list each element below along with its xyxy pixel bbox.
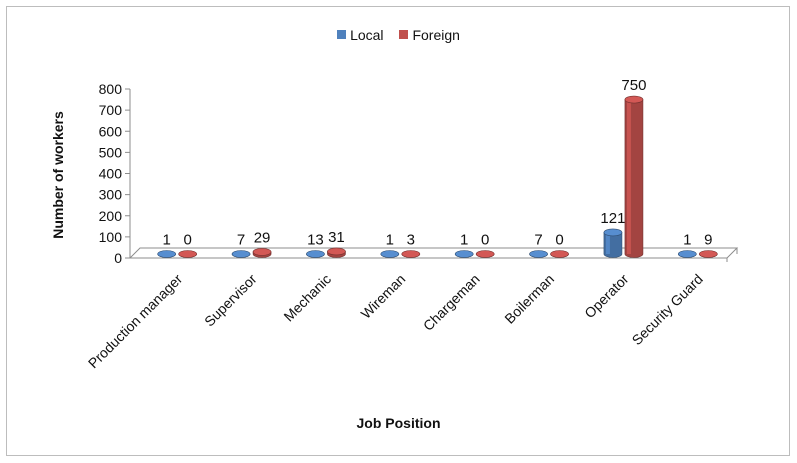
x-tick-label-7: Security Guard (629, 271, 706, 348)
bar-local-0 (157, 250, 176, 258)
bar-foreign-1 (252, 248, 272, 258)
y-tick-label-1: 100 (99, 229, 123, 245)
y-tick-label-8: 800 (99, 81, 123, 97)
bar-foreign-3 (401, 250, 421, 258)
data-label-local-4: 1 (460, 232, 468, 249)
y-tick-label-0: 0 (114, 250, 122, 266)
bar-foreign-2 (327, 247, 346, 258)
data-label-local-5: 7 (534, 232, 542, 249)
data-label-foreign-1: 29 (254, 229, 271, 246)
data-label-local-6: 121 (600, 210, 625, 227)
x-tick-label-5: Boilerman (501, 271, 557, 327)
x-tick-label-2: Mechanic (280, 271, 334, 325)
bar-local-2 (306, 250, 325, 258)
legend-swatch-foreign (399, 30, 409, 39)
data-label-foreign-6: 750 (621, 77, 646, 94)
x-tick-label-3: Wireman (358, 271, 409, 322)
x-tick-label-0: Production manager (85, 271, 186, 372)
legend-item-local: Local (337, 26, 384, 43)
data-label-foreign-5: 0 (555, 232, 563, 249)
data-label-foreign-3: 3 (407, 232, 415, 249)
bar-local-5 (529, 250, 548, 258)
x-tick-label-6: Operator (581, 271, 632, 322)
legend: Local Foreign (0, 26, 797, 43)
data-label-foreign-0: 0 (184, 232, 192, 249)
bar-foreign-0 (178, 250, 197, 258)
data-label-foreign-4: 0 (481, 232, 489, 249)
bar-local-3 (380, 250, 400, 258)
legend-swatch-local (337, 30, 347, 39)
x-tick-label-4: Chargeman (420, 271, 483, 334)
y-tick-label-6: 600 (99, 123, 123, 139)
legend-label-foreign: Foreign (412, 26, 460, 43)
data-label-local-1: 7 (237, 232, 245, 249)
y-tick-label-4: 400 (99, 166, 123, 182)
bar-local-6 (603, 228, 623, 258)
bar-local-4 (454, 250, 474, 258)
x-tick-label-1: Supervisor (201, 271, 260, 330)
bar-local-7 (678, 250, 697, 258)
bar-local-1 (231, 250, 251, 258)
data-label-local-0: 1 (163, 232, 171, 249)
data-label-foreign-2: 31 (328, 229, 345, 246)
x-axis-title: Job Position (356, 415, 441, 431)
y-tick-label-3: 300 (99, 187, 123, 203)
data-label-foreign-7: 9 (704, 232, 712, 249)
y-tick-label-5: 500 (99, 144, 123, 160)
bar-foreign-5 (550, 250, 569, 258)
bar-foreign-6 (624, 95, 644, 258)
data-label-local-3: 1 (386, 232, 394, 249)
y-tick-label-2: 200 (99, 208, 123, 224)
data-label-local-7: 1 (683, 232, 691, 249)
y-tick-label-7: 700 (99, 102, 123, 118)
floor (128, 247, 739, 259)
legend-item-foreign: Foreign (399, 26, 460, 43)
bar-foreign-4 (475, 250, 495, 258)
data-label-local-2: 13 (307, 232, 324, 249)
bar-foreign-7 (699, 250, 718, 258)
chart-frame (6, 6, 790, 456)
legend-label-local: Local (350, 26, 384, 43)
